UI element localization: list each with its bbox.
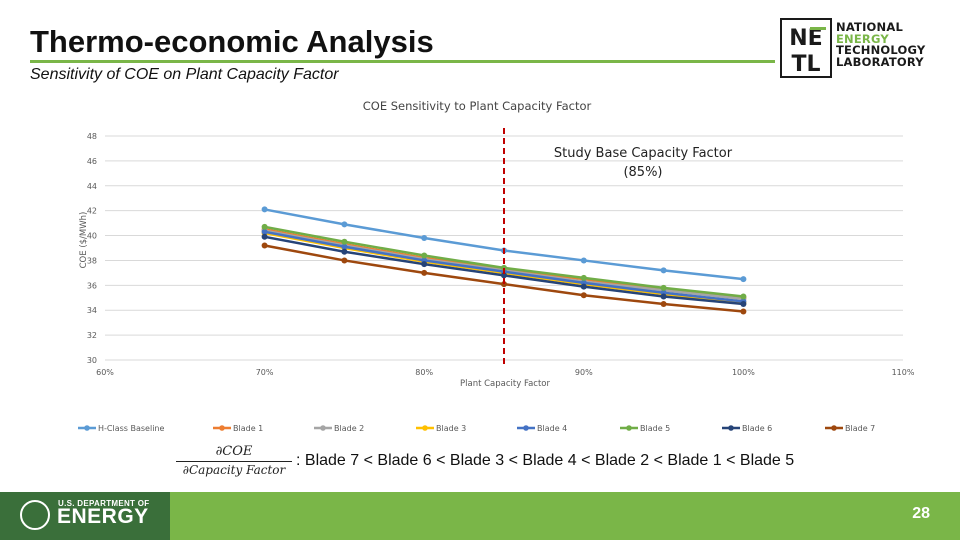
svg-text:TL: TL	[791, 52, 820, 77]
data-point	[261, 206, 268, 213]
formula-numerator: ∂COE	[215, 444, 253, 459]
coe-sensitivity-chart: COE Sensitivity to Plant Capacity Factor…	[78, 99, 915, 433]
base-capacity-label: Study Base Capacity Factor	[554, 146, 733, 161]
formula-denominator: ∂Capacity Factor	[182, 463, 286, 477]
netl-logo-text: NATIONAL ENERGY TECHNOLOGY LABORATORY	[836, 20, 926, 69]
data-point	[660, 267, 667, 274]
data-point	[421, 261, 428, 268]
x-tick-label: 70%	[256, 368, 274, 377]
legend-label: Blade 3	[436, 424, 466, 433]
legend-label: Blade 4	[537, 424, 567, 433]
legend-marker	[422, 425, 428, 431]
data-point	[261, 233, 268, 240]
base-capacity-label: (85%)	[623, 165, 662, 180]
legend-label: Blade 6	[742, 424, 772, 433]
logo-line: LABORATORY	[836, 54, 924, 69]
blade-ranking-text: : Blade 7 < Blade 6 < Blade 3 < Blade 4 …	[296, 452, 795, 469]
legend-marker	[728, 425, 734, 431]
legend-label: Blade 5	[640, 424, 670, 433]
y-tick-label: 34	[87, 306, 97, 315]
logo-line: TECHNOLOGY	[836, 43, 926, 57]
data-point	[660, 293, 667, 300]
y-tick-label: 46	[87, 157, 97, 166]
x-tick-label: 80%	[415, 368, 433, 377]
logo-line: NATIONAL	[836, 20, 903, 34]
legend-marker	[219, 425, 225, 431]
data-point	[660, 284, 667, 291]
y-axis-label: COE ($/MWh)	[79, 212, 89, 269]
legend-marker	[84, 425, 90, 431]
legend-label: Blade 1	[233, 424, 263, 433]
legend-label: Blade 2	[334, 424, 364, 433]
data-point	[501, 281, 507, 288]
data-point	[421, 269, 428, 276]
data-point	[421, 252, 428, 259]
data-point	[261, 242, 268, 249]
data-point	[421, 235, 428, 242]
data-point	[740, 301, 747, 307]
page-number: 28	[912, 505, 930, 522]
svg-text:NE: NE	[789, 26, 822, 51]
chart-title: COE Sensitivity to Plant Capacity Factor	[363, 99, 592, 113]
y-tick-label: 42	[87, 207, 97, 216]
netl-logo: NE TL NATIONAL ENERGY TECHNOLOGY LABORAT…	[780, 18, 940, 80]
partial-derivative-formula: ∂COE ∂Capacity Factor	[176, 444, 306, 478]
doe-label-small: U.S. DEPARTMENT OF	[58, 499, 150, 508]
data-point	[261, 223, 268, 230]
data-point	[580, 257, 587, 264]
y-tick-label: 30	[87, 356, 97, 365]
netl-logo-mark: NE TL	[780, 18, 832, 78]
x-tick-label: 110%	[892, 368, 915, 377]
data-point	[501, 272, 507, 279]
y-tick-label: 32	[87, 331, 97, 340]
data-point	[740, 293, 747, 300]
data-point	[501, 264, 507, 271]
data-point	[341, 248, 348, 255]
x-tick-label: 100%	[732, 368, 755, 377]
legend-label: H-Class Baseline	[98, 424, 164, 433]
slide-title: Thermo-economic Analysis	[30, 24, 434, 59]
doe-seal-icon	[20, 500, 50, 530]
legend-marker	[831, 425, 837, 431]
data-point	[341, 243, 348, 250]
title-divider	[30, 60, 775, 63]
data-point	[341, 221, 348, 228]
y-tick-label: 44	[87, 182, 97, 191]
legend-label: Blade 7	[845, 424, 875, 433]
doe-label-big: ENERGY	[57, 505, 149, 528]
y-tick-label: 40	[87, 232, 97, 241]
y-tick-label: 48	[87, 132, 97, 141]
legend-marker	[626, 425, 632, 431]
data-point	[740, 276, 747, 283]
legend-marker	[320, 425, 326, 431]
data-point	[341, 238, 348, 245]
data-point	[261, 228, 268, 235]
x-tick-label: 90%	[575, 368, 593, 377]
legend-marker	[523, 425, 529, 431]
data-point	[341, 257, 348, 264]
data-point	[580, 292, 587, 299]
logo-line: ENERGY	[836, 31, 889, 46]
x-axis-label: Plant Capacity Factor	[460, 379, 550, 389]
y-tick-label: 36	[87, 281, 97, 290]
data-point	[740, 308, 747, 315]
data-point	[580, 283, 587, 290]
data-point	[660, 301, 667, 307]
fraction-bar	[176, 461, 292, 462]
y-tick-label: 38	[87, 256, 97, 265]
slide-subtitle: Sensitivity of COE on Plant Capacity Fac…	[30, 66, 339, 83]
x-tick-label: 60%	[96, 368, 114, 377]
data-point	[580, 274, 587, 281]
